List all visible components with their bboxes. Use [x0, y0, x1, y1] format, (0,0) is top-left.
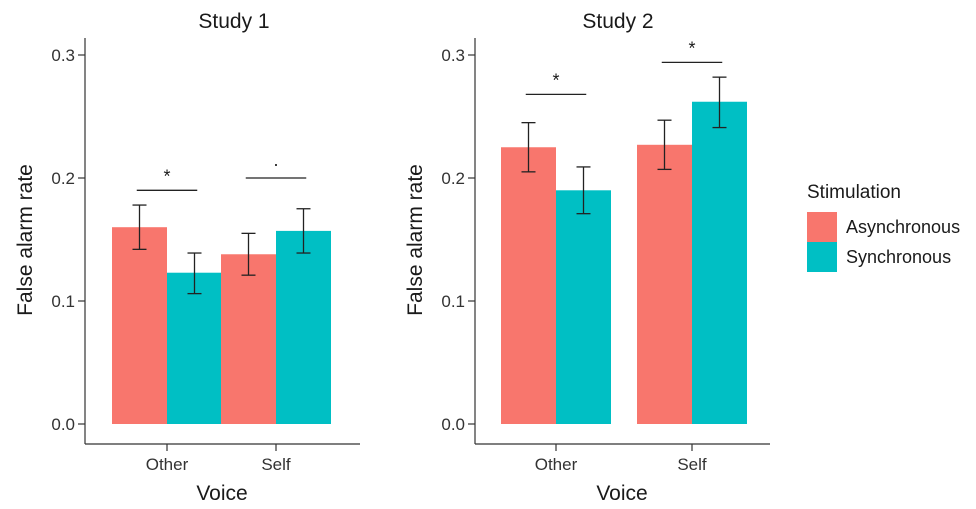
chart-panel-2: Study 2 0.0 0.1 0.2 0.3 False alarm rate Other…: [404, 10, 770, 505]
x-tick-label: Self: [677, 455, 707, 474]
x-axis-title: Voice: [196, 482, 247, 504]
bar-asynchronous-self: [637, 144, 692, 425]
significance-label: *: [552, 70, 559, 90]
y-axis-title: False alarm rate: [404, 164, 427, 316]
legend: Stimulation Asynchronous Synchronous: [807, 182, 960, 272]
panel-title: Study 2: [582, 10, 653, 33]
bar-synchronous-other: [556, 190, 611, 424]
y-tick-label: 0.0: [441, 415, 465, 434]
bar-synchronous-self: [276, 230, 331, 424]
x-axis-title: Voice: [596, 482, 647, 504]
bar-synchronous-self: [692, 101, 747, 425]
legend-title: Stimulation: [807, 182, 901, 203]
chart-panel-1: Study 1 0.0 0.1 0.2 0.3 False alarm rate Other…: [14, 10, 360, 505]
panel-title: Study 1: [198, 10, 269, 33]
y-tick-label: 0.0: [51, 415, 75, 434]
significance-label: *: [688, 38, 695, 58]
legend-label-asynchronous: Asynchronous: [846, 217, 960, 237]
significance-label: ·: [273, 154, 279, 174]
y-tick-label: 0.3: [441, 46, 465, 65]
x-tick-label: Other: [146, 455, 189, 474]
legend-swatch-synchronous: [807, 242, 837, 272]
y-tick-label: 0.2: [51, 169, 75, 188]
y-tick-label: 0.3: [51, 46, 75, 65]
x-tick-label: Self: [261, 455, 291, 474]
legend-swatch-asynchronous: [807, 212, 837, 242]
bar-asynchronous-other: [112, 227, 167, 424]
legend-label-synchronous: Synchronous: [846, 247, 951, 267]
significance-label: *: [163, 166, 170, 186]
bar-asynchronous-other: [501, 147, 556, 424]
y-axis-title: False alarm rate: [14, 164, 37, 316]
y-tick-label: 0.1: [441, 292, 465, 311]
x-tick-label: Other: [535, 455, 578, 474]
bar-synchronous-other: [167, 272, 222, 424]
y-tick-label: 0.1: [51, 292, 75, 311]
bar-asynchronous-self: [221, 254, 276, 424]
y-tick-label: 0.2: [441, 169, 465, 188]
